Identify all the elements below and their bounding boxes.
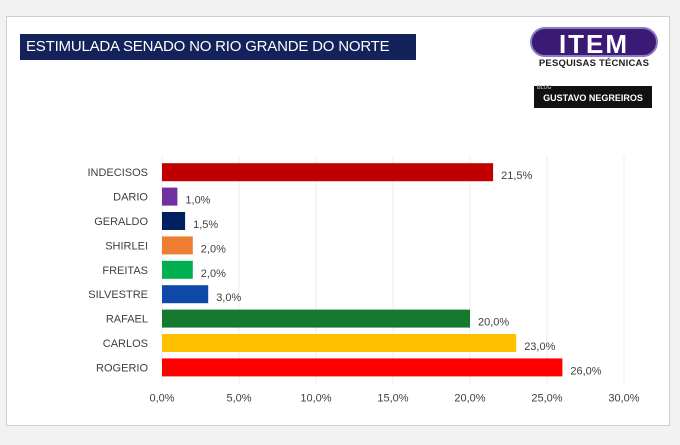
category-label: GERALDO [94, 216, 148, 228]
data-label: 20,0% [478, 317, 509, 329]
data-label: 3,0% [216, 292, 241, 304]
category-label: DARIO [113, 192, 148, 204]
data-label: 2,0% [201, 268, 226, 280]
x-tick-label: 30,0% [608, 393, 639, 405]
logo-subtitle: PESQUISAS TÉCNICAS [538, 58, 650, 69]
data-label: 21,5% [501, 170, 532, 182]
bar [162, 236, 193, 255]
category-label: INDECISOS [87, 167, 148, 179]
badge-prefix: BLOG [537, 85, 552, 91]
blog-badge: BLOG GUSTAVO NEGREIROS [534, 85, 652, 108]
badge-label: GUSTAVO NEGREIROS [543, 93, 643, 103]
category-label: FREITAS [102, 265, 148, 277]
chart-title: ESTIMULADA SENADO NO RIO GRANDE DO NORTE [20, 34, 416, 60]
category-label: SHIRLEI [105, 240, 148, 252]
data-label: 1,5% [193, 219, 218, 231]
x-tick-label: 0,0% [149, 393, 174, 405]
x-tick-label: 10,0% [300, 393, 331, 405]
bar [162, 334, 517, 352]
bar [162, 187, 178, 206]
bar [162, 212, 186, 230]
x-tick-label: 20,0% [454, 393, 485, 405]
data-label: 26,0% [570, 365, 601, 377]
category-label: RAFAEL [106, 314, 148, 326]
x-tick-label: 15,0% [377, 393, 408, 405]
chart-card [6, 16, 670, 426]
item-logo: ITEM PESQUISAS TÉCNICAS [530, 27, 658, 73]
category-label: ROGERIO [96, 362, 148, 374]
x-tick-label: 5,0% [226, 393, 251, 405]
data-label: 2,0% [201, 243, 226, 255]
bar [162, 260, 193, 279]
category-label: CARLOS [103, 338, 148, 350]
bar [162, 163, 494, 182]
bar [162, 358, 563, 377]
data-label: 23,0% [524, 341, 555, 353]
x-tick-label: 25,0% [531, 393, 562, 405]
category-label: SILVESTRE [88, 289, 148, 301]
bar [162, 285, 209, 304]
logo-wordmark: ITEM [530, 27, 658, 59]
data-label: 1,0% [185, 195, 210, 207]
bar [162, 309, 470, 328]
